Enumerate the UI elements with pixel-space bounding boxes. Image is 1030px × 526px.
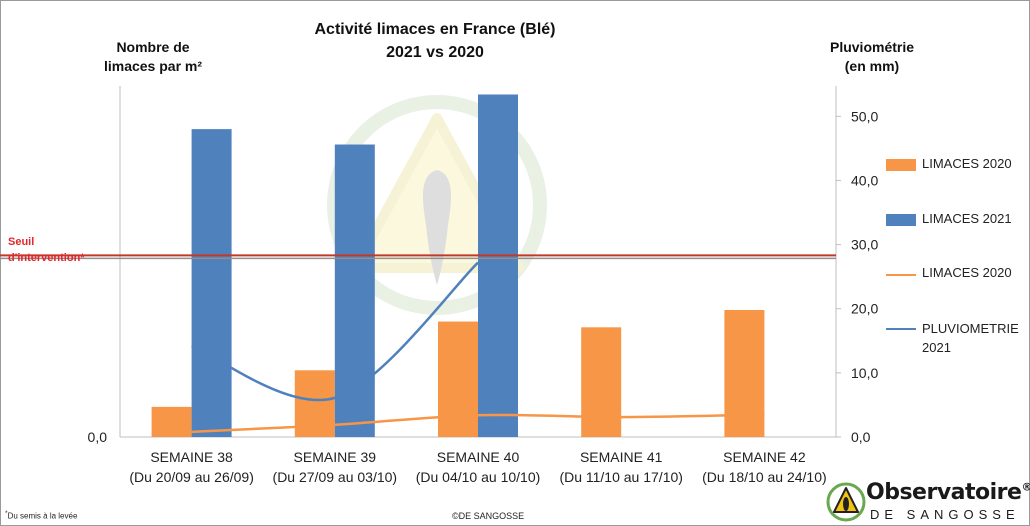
x-axis-category-label: SEMAINE 39 xyxy=(294,449,377,465)
legend-label: LIMACES 2020 xyxy=(922,156,1012,171)
x-axis-category-label: SEMAINE 40 xyxy=(437,449,520,465)
footnote: *Du semis à la levée xyxy=(5,510,77,521)
right-axis-tick-label: 20,0 xyxy=(851,301,878,317)
logo-name: Observatoire xyxy=(866,480,1022,505)
x-axis-category-label: SEMAINE 42 xyxy=(723,449,806,465)
x-axis-category-sublabel: (Du 18/10 au 24/10) xyxy=(702,469,827,485)
x-axis-category-label: SEMAINE 38 xyxy=(150,449,233,465)
legend-line-swatch xyxy=(886,328,916,330)
chart-title: Activité limaces en France (Blé) xyxy=(314,21,556,38)
right-axis-tick-label: 10,0 xyxy=(851,365,878,381)
observatoire-logo: Observatoire® DE SANGOSSE xyxy=(826,480,1030,524)
footnote-star: * xyxy=(5,510,8,517)
logo-registered: ® xyxy=(1021,480,1030,494)
threshold-label: Seuil d'intervention* xyxy=(8,234,85,266)
x-axis-category-sublabel: (Du 27/09 au 03/10) xyxy=(273,469,398,485)
threshold-label-line2: d'intervention* xyxy=(8,252,85,264)
bar-limaces-2020 xyxy=(438,321,478,437)
legend-item-limaces-2021-bar: LIMACES 2021 xyxy=(886,211,1012,226)
right-axis-tick-label: 50,0 xyxy=(851,108,878,124)
x-axis-category-label: SEMAINE 41 xyxy=(580,449,663,465)
x-axis-category-sublabel: (Du 20/09 au 26/09) xyxy=(129,469,254,485)
line-pluviometrie-2021 xyxy=(191,261,479,402)
legend-label: LIMACES 2020 xyxy=(922,265,1012,280)
legend-item-limaces-2020-line: LIMACES 2020 xyxy=(886,265,1012,280)
right-axis-tick-label: 0,0 xyxy=(851,429,871,445)
bar-limaces-2020 xyxy=(581,327,622,437)
plot-area: 0,0 0,0 10,0 20,0 30,0 40,0 50,0 SEMAINE 38 (Du … xyxy=(0,86,878,485)
bar-limaces-2021 xyxy=(478,94,518,437)
logo-icon xyxy=(826,482,866,522)
legend-swatch xyxy=(886,159,916,171)
legend-item-pluviometrie-2021-line: PLUVIOMETRIE 2021 xyxy=(886,319,1019,357)
threshold-label-line1: Seuil xyxy=(8,236,35,248)
x-axis-category-sublabel: (Du 04/10 au 10/10) xyxy=(416,469,541,485)
chart-subtitle: 2021 vs 2020 xyxy=(386,44,484,61)
right-axis-title-line1: Pluviométrie xyxy=(829,39,915,55)
footnote-text: Du semis à la levée xyxy=(7,511,78,521)
bar-limaces-2020 xyxy=(724,310,765,437)
x-axis-category-sublabel: (Du 11/10 au 17/10) xyxy=(559,469,683,485)
left-axis-title-line2: limaces par m² xyxy=(103,58,203,74)
legend-label: PLUVIOMETRIE 2021 xyxy=(922,321,1019,355)
copyright: ©DE SANGOSSE xyxy=(452,511,525,521)
legend-line-swatch xyxy=(886,274,916,276)
legend-label: LIMACES 2021 xyxy=(922,211,1012,226)
right-axis-title-line2: (en mm) xyxy=(844,58,900,74)
bar-limaces-2020 xyxy=(151,406,192,437)
right-axis-tick-label: 40,0 xyxy=(851,172,878,188)
right-axis-tick-label: 30,0 xyxy=(851,237,878,253)
legend-swatch xyxy=(886,214,916,226)
legend-item-limaces-2020-bar: LIMACES 2020 xyxy=(886,156,1012,171)
left-axis-title: Nombre de limaces par m² xyxy=(88,38,218,76)
left-axis-title-line1: Nombre de xyxy=(116,39,190,55)
left-axis-tick-label: 0,0 xyxy=(88,429,108,445)
logo-subtitle: DE SANGOSSE xyxy=(870,507,1020,522)
bar-limaces-2021 xyxy=(191,129,232,438)
right-axis-title: Pluviométrie (en mm) xyxy=(812,38,932,76)
logo-title: Observatoire® xyxy=(866,480,1030,505)
bar-limaces-2021 xyxy=(334,144,375,437)
